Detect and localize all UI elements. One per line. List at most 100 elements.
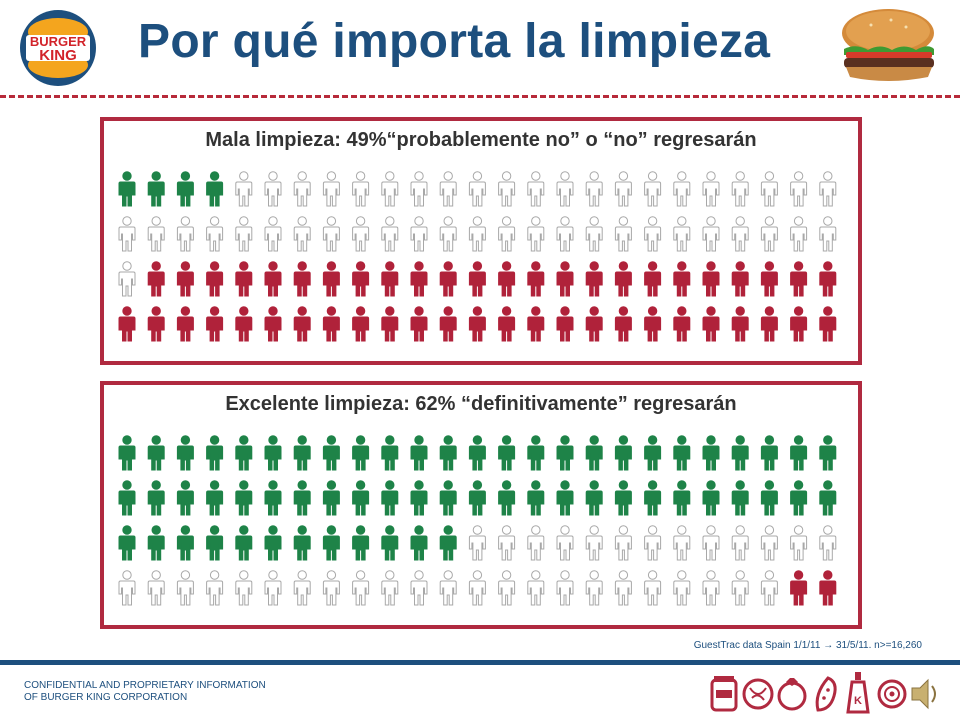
- person-icon: [410, 216, 428, 252]
- person-icon: [673, 171, 691, 207]
- person-icon: [556, 216, 574, 252]
- person-icon: [147, 261, 165, 297]
- person-icon: [790, 306, 808, 342]
- person-icon: [527, 570, 545, 606]
- tomato-icon: [777, 678, 807, 711]
- confidential-notice: CONFIDENTIAL AND PROPRIETARY INFORMATION…: [24, 680, 266, 704]
- person-icon: [673, 261, 691, 297]
- person-icon: [235, 525, 253, 561]
- person-icon: [644, 435, 662, 471]
- person-icon: [644, 171, 662, 207]
- person-icon: [556, 261, 574, 297]
- person-icon: [614, 261, 632, 297]
- person-icon: [556, 171, 574, 207]
- person-icon: [264, 171, 282, 207]
- person-icon: [819, 216, 837, 252]
- person-icon: [381, 216, 399, 252]
- person-icon: [147, 435, 165, 471]
- person-icon: [322, 216, 340, 252]
- person-icon: [147, 480, 165, 516]
- person-icon: [235, 216, 253, 252]
- person-icon: [673, 435, 691, 471]
- source-note: GuestTrac data Spain 1/1/11 → 31/5/11. n…: [693, 640, 922, 651]
- poor-cleanliness-people-grid: [118, 171, 837, 342]
- person-icon: [176, 306, 194, 342]
- person-icon: [673, 525, 691, 561]
- burger-image: [836, 5, 940, 87]
- person-icon: [585, 216, 603, 252]
- person-icon: [352, 480, 370, 516]
- person-icon: [176, 525, 194, 561]
- person-icon: [410, 525, 428, 561]
- person-icon: [731, 261, 749, 297]
- person-icon: [439, 306, 457, 342]
- person-icon: [293, 525, 311, 561]
- footer-icons: K: [706, 670, 946, 723]
- person-icon: [410, 435, 428, 471]
- person-icon: [702, 435, 720, 471]
- person-icon: [352, 306, 370, 342]
- person-icon: [206, 480, 224, 516]
- person-icon: [206, 261, 224, 297]
- person-icon: [439, 525, 457, 561]
- person-icon: [439, 435, 457, 471]
- person-icon: [322, 261, 340, 297]
- person-icon: [147, 570, 165, 606]
- logo-text-top: BURGER: [30, 34, 87, 49]
- svg-text:K: K: [854, 695, 862, 707]
- person-icon: [381, 171, 399, 207]
- person-icon: [118, 525, 136, 561]
- person-icon: [731, 306, 749, 342]
- person-icon: [118, 570, 136, 606]
- person-icon: [176, 570, 194, 606]
- person-icon: [468, 216, 486, 252]
- poor-cleanliness-panel: Mala limpieza: 49%“probablemente no” o “…: [100, 117, 862, 365]
- person-icon: [702, 261, 720, 297]
- person-icon: [585, 171, 603, 207]
- person-icon: [527, 480, 545, 516]
- person-icon: [790, 525, 808, 561]
- person-icon: [498, 261, 516, 297]
- person-icon: [498, 171, 516, 207]
- person-icon: [381, 525, 399, 561]
- person-icon: [147, 216, 165, 252]
- person-icon: [614, 306, 632, 342]
- person-icon: [235, 480, 253, 516]
- person-icon: [352, 261, 370, 297]
- person-icon: [673, 480, 691, 516]
- person-icon: [439, 480, 457, 516]
- excellent-cleanliness-panel: Excelente limpieza: 62% “definitivamente…: [100, 381, 862, 629]
- person-icon: [644, 216, 662, 252]
- person-icon: [206, 525, 224, 561]
- person-icon: [614, 570, 632, 606]
- person-icon: [235, 261, 253, 297]
- person-icon: [322, 171, 340, 207]
- person-icon: [556, 435, 574, 471]
- header-divider: [0, 95, 960, 98]
- person-icon: [352, 216, 370, 252]
- person-icon: [206, 306, 224, 342]
- person-icon: [760, 570, 778, 606]
- person-icon: [352, 570, 370, 606]
- person-icon: [176, 261, 194, 297]
- person-icon: [206, 435, 224, 471]
- person-icon: [293, 216, 311, 252]
- person-icon: [498, 570, 516, 606]
- person-icon: [644, 480, 662, 516]
- person-icon: [731, 525, 749, 561]
- person-icon: [556, 306, 574, 342]
- person-icon: [235, 435, 253, 471]
- person-icon: [118, 480, 136, 516]
- person-icon: [498, 306, 516, 342]
- person-icon: [585, 261, 603, 297]
- person-icon: [118, 306, 136, 342]
- person-icon: [293, 306, 311, 342]
- person-icon: [556, 525, 574, 561]
- person-icon: [381, 435, 399, 471]
- person-icon: [322, 435, 340, 471]
- person-icon: [527, 306, 545, 342]
- person-icon: [352, 171, 370, 207]
- person-icon: [585, 525, 603, 561]
- person-icon: [352, 525, 370, 561]
- person-icon: [176, 216, 194, 252]
